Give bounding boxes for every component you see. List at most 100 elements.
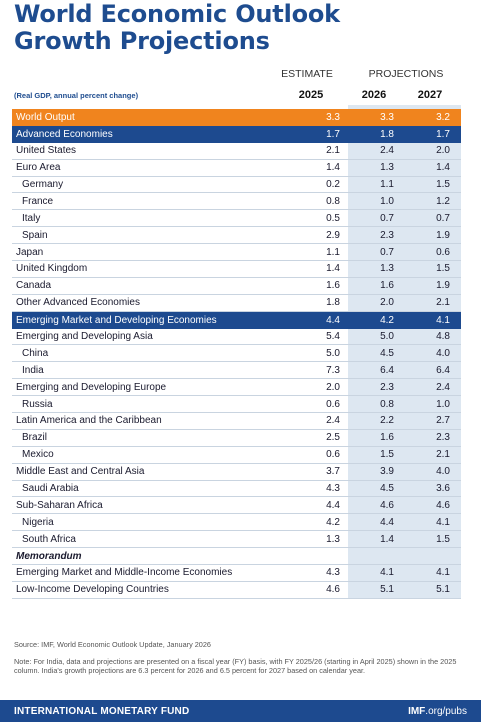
value-2027: 1.0 — [436, 398, 450, 410]
value-2027: 4.6 — [436, 499, 450, 511]
value-2026: 2.3 — [380, 229, 394, 241]
source-note: Source: IMF, World Economic Outlook Upda… — [14, 640, 211, 649]
table-row: Latin America and the Caribbean 2.4 2.2 2.7 — [12, 413, 461, 430]
table-row: Middle East and Central Asia 3.7 3.9 4.0 — [12, 464, 461, 481]
value-2026: 4.5 — [380, 347, 394, 359]
footer-org: INTERNATIONAL MONETARY FUND — [14, 705, 190, 717]
row-label: Germany — [22, 179, 64, 190]
table-row: World Output 3.3 3.3 3.2 — [12, 109, 461, 126]
table-subtitle: (Real GDP, annual percent change) — [14, 91, 139, 100]
row-label: Latin America and the Caribbean — [16, 415, 162, 427]
value-2027: 2.3 — [436, 432, 450, 444]
value-2027: 2.4 — [436, 381, 450, 393]
table-row: Euro Area 1.4 1.3 1.4 — [12, 160, 461, 177]
table-row: Emerging and Developing Europe 2.0 2.3 2.4 — [12, 379, 461, 397]
row-label: Italy — [22, 212, 41, 224]
row-label: Low-Income Developing Countries — [16, 584, 169, 596]
value-2026: 1.5 — [380, 449, 394, 461]
value-2026: 2.0 — [380, 297, 394, 309]
estimate-header: ESTIMATE — [281, 68, 333, 80]
table-row: Japan 1.1 0.7 0.6 — [12, 244, 461, 262]
footer-link-rest: .org/pubs — [425, 705, 467, 717]
value-2025: 4.4 — [326, 314, 340, 326]
table-row: Emerging Market and Developing Economies… — [12, 311, 461, 329]
value-2025: 5.4 — [326, 331, 340, 343]
value-2026: 1.6 — [380, 280, 394, 292]
value-2025: 4.4 — [326, 499, 340, 511]
value-2026: 1.3 — [380, 162, 394, 174]
value-2025: 3.3 — [326, 111, 340, 123]
projection-shade — [348, 105, 461, 599]
table-row: Emerging Market and Middle-Income Econom… — [12, 565, 461, 582]
footer-bar: INTERNATIONAL MONETARY FUND IMF.org/pubs — [0, 700, 481, 722]
projections-header: PROJECTIONS — [368, 68, 444, 80]
value-2027: 4.0 — [436, 466, 450, 478]
value-2027: 1.5 — [436, 263, 450, 275]
row-label: Russia — [22, 398, 53, 410]
value-2025: 1.7 — [326, 128, 340, 140]
value-2025: 3.7 — [326, 466, 340, 478]
value-2026: 0.7 — [380, 246, 394, 258]
value-2025: 1.4 — [326, 263, 340, 275]
value-2026: 5.1 — [380, 584, 394, 596]
value-2025: 0.5 — [326, 212, 340, 224]
value-2026: 4.1 — [380, 567, 394, 579]
footer-link-bold: IMF — [408, 705, 426, 717]
row-label: Other Advanced Economies — [16, 297, 140, 309]
value-2025: 5.0 — [326, 347, 340, 359]
row-label: Saudi Arabia — [22, 483, 79, 495]
value-2026: 1.3 — [380, 263, 394, 275]
row-label: Japan — [16, 246, 44, 258]
value-2027: 1.5 — [436, 533, 450, 545]
value-2027: 1.4 — [436, 162, 450, 174]
value-2025: 1.4 — [326, 162, 340, 174]
table-row: Sub-Saharan Africa 4.4 4.6 4.6 — [12, 497, 461, 515]
page-title: World Economic Outlook Growth Projection… — [14, 1, 340, 55]
value-2026: 2.2 — [380, 415, 394, 427]
value-2027: 1.9 — [436, 229, 450, 241]
value-2025: 2.4 — [326, 415, 340, 427]
value-2026: 0.8 — [380, 398, 394, 410]
value-2026: 1.8 — [380, 128, 394, 140]
value-2027: 4.1 — [436, 567, 450, 579]
footer-link[interactable]: IMF.org/pubs — [408, 706, 467, 717]
value-2026: 1.4 — [380, 533, 394, 545]
table-row: South Africa 1.3 1.4 1.5 — [12, 531, 461, 549]
value-2025: 0.6 — [326, 398, 340, 410]
year-2026: 2026 — [361, 89, 387, 101]
row-label: Middle East and Central Asia — [16, 466, 145, 478]
year-2025: 2025 — [298, 89, 324, 101]
value-2025: 2.9 — [326, 229, 340, 241]
table-row: Russia 0.6 0.8 1.0 — [12, 396, 461, 414]
value-2026: 4.6 — [380, 499, 394, 511]
value-2027: 1.9 — [436, 280, 450, 292]
table-row: Advanced Economies 1.7 1.8 1.7 — [12, 125, 461, 143]
row-label: World Output — [16, 111, 75, 123]
value-2025: 0.2 — [326, 179, 340, 190]
value-2025: 0.6 — [326, 449, 340, 461]
value-2026: 1.1 — [380, 179, 394, 190]
table-row: Mexico 0.6 1.5 2.1 — [12, 447, 461, 464]
row-label: Emerging Market and Developing Economies — [16, 314, 217, 326]
value-2025: 2.1 — [326, 145, 340, 157]
row-label: Brazil — [22, 432, 48, 444]
value-2027: 1.5 — [436, 179, 450, 190]
value-2027: 4.0 — [436, 347, 450, 359]
value-2027: 4.8 — [436, 331, 450, 343]
row-label: Spain — [22, 229, 48, 241]
value-2026: 1.0 — [380, 195, 394, 207]
table-row: Emerging and Developing Asia 5.4 5.0 4.8 — [12, 329, 461, 346]
row-label: Memorandum — [16, 550, 82, 562]
table-row: Canada 1.6 1.6 1.9 — [12, 278, 461, 295]
value-2027: 4.1 — [436, 516, 450, 528]
table-row: France 0.8 1.0 1.2 — [12, 193, 461, 211]
title-line-1: World Economic Outlook — [14, 0, 340, 28]
row-label: Canada — [16, 280, 52, 292]
value-2027: 2.1 — [436, 297, 450, 309]
value-2026: 3.3 — [380, 111, 394, 123]
row-label: Emerging and Developing Europe — [16, 381, 167, 393]
table-row: United Kingdom 1.4 1.3 1.5 — [12, 261, 461, 278]
value-2026: 1.6 — [380, 432, 394, 444]
value-2026: 3.9 — [380, 466, 394, 478]
value-2026: 5.0 — [380, 331, 394, 343]
